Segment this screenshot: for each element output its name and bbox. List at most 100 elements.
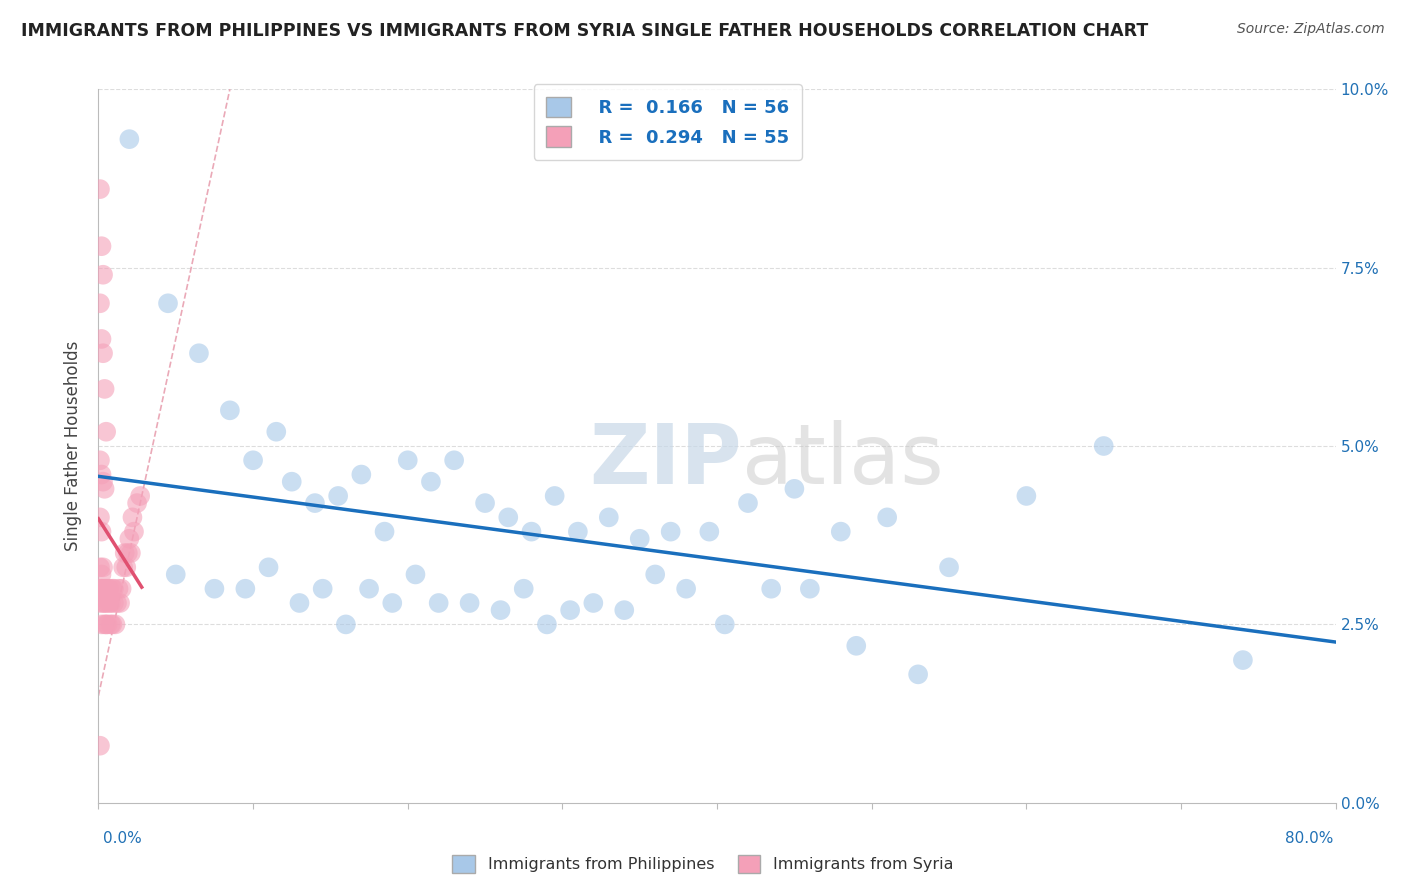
Point — [120, 546, 142, 560]
Point — [118, 532, 141, 546]
Legend:   R =  0.166   N = 56,   R =  0.294   N = 55: R = 0.166 N = 56, R = 0.294 N = 55 — [533, 84, 801, 160]
Point — [427, 596, 450, 610]
Point — [374, 524, 396, 539]
Point — [121, 510, 143, 524]
Point — [1015, 489, 1038, 503]
Point — [89, 453, 111, 467]
Point — [98, 582, 121, 596]
Point — [101, 582, 124, 596]
Point — [91, 560, 114, 574]
Point — [876, 510, 898, 524]
Point — [219, 403, 242, 417]
Point — [312, 582, 335, 596]
Text: IMMIGRANTS FROM PHILIPPINES VS IMMIGRANTS FROM SYRIA SINGLE FATHER HOUSEHOLDS CO: IMMIGRANTS FROM PHILIPPINES VS IMMIGRANT… — [21, 22, 1149, 40]
Point — [90, 524, 112, 539]
Point — [204, 582, 226, 596]
Point — [845, 639, 868, 653]
Point — [543, 489, 565, 503]
Point — [97, 582, 120, 596]
Point — [90, 239, 112, 253]
Point — [122, 524, 145, 539]
Point — [93, 596, 115, 610]
Point — [335, 617, 357, 632]
Point — [242, 453, 264, 467]
Point — [90, 582, 112, 596]
Point — [89, 560, 111, 574]
Point — [115, 560, 138, 574]
Point — [907, 667, 929, 681]
Point — [100, 596, 122, 610]
Y-axis label: Single Father Households: Single Father Households — [65, 341, 83, 551]
Point — [233, 582, 257, 596]
Point — [396, 453, 419, 467]
Text: Source: ZipAtlas.com: Source: ZipAtlas.com — [1237, 22, 1385, 37]
Point — [93, 382, 115, 396]
Point — [101, 617, 124, 632]
Point — [107, 582, 129, 596]
Point — [89, 582, 111, 596]
Point — [659, 524, 682, 539]
Point — [91, 475, 114, 489]
Point — [103, 596, 125, 610]
Point — [419, 475, 441, 489]
Point — [304, 496, 326, 510]
Point — [405, 567, 427, 582]
Point — [613, 603, 636, 617]
Point — [714, 617, 737, 632]
Point — [582, 596, 605, 610]
Point — [89, 296, 111, 310]
Point — [675, 582, 697, 596]
Point — [118, 132, 141, 146]
Point — [93, 582, 115, 596]
Point — [90, 617, 112, 632]
Point — [628, 532, 651, 546]
Point — [188, 346, 211, 360]
Text: 0.0%: 0.0% — [103, 831, 142, 846]
Point — [91, 596, 114, 610]
Point — [560, 603, 582, 617]
Point — [536, 617, 558, 632]
Point — [93, 482, 115, 496]
Point — [520, 524, 543, 539]
Point — [443, 453, 465, 467]
Point — [105, 596, 128, 610]
Point — [96, 596, 118, 610]
Point — [96, 425, 118, 439]
Point — [737, 496, 759, 510]
Point — [513, 582, 536, 596]
Point — [114, 546, 136, 560]
Text: atlas: atlas — [742, 420, 943, 500]
Point — [96, 582, 118, 596]
Point — [89, 739, 111, 753]
Point — [100, 617, 122, 632]
Point — [474, 496, 496, 510]
Point — [91, 582, 114, 596]
Point — [281, 475, 304, 489]
Point — [91, 268, 114, 282]
Point — [830, 524, 852, 539]
Legend: Immigrants from Philippines, Immigrants from Syria: Immigrants from Philippines, Immigrants … — [446, 848, 960, 880]
Point — [799, 582, 821, 596]
Text: 80.0%: 80.0% — [1285, 831, 1333, 846]
Point — [761, 582, 783, 596]
Point — [104, 617, 127, 632]
Point — [288, 596, 311, 610]
Point — [103, 582, 125, 596]
Point — [326, 489, 350, 503]
Point — [644, 567, 666, 582]
Point — [117, 546, 139, 560]
Point — [350, 467, 373, 482]
Point — [489, 603, 512, 617]
Point — [90, 332, 112, 346]
Point — [111, 582, 132, 596]
Point — [1092, 439, 1115, 453]
Point — [97, 617, 120, 632]
Point — [96, 617, 118, 632]
Point — [381, 596, 404, 610]
Point — [165, 567, 187, 582]
Point — [98, 596, 121, 610]
Point — [257, 560, 280, 574]
Point — [93, 617, 115, 632]
Point — [127, 496, 149, 510]
Point — [89, 596, 111, 610]
